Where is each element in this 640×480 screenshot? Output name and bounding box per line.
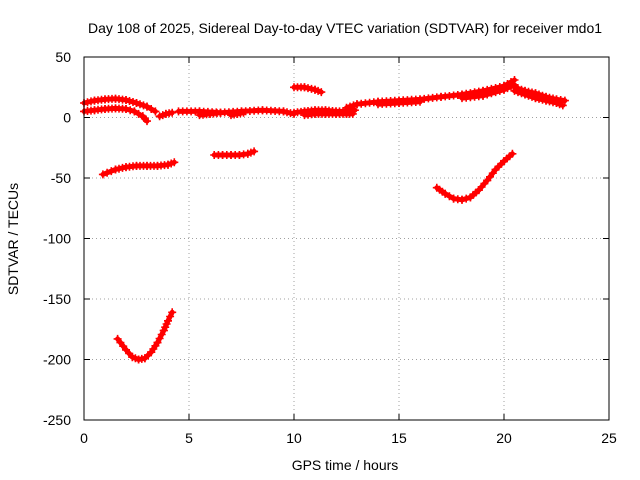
plus-marker xyxy=(168,108,177,117)
markers-arc-1 xyxy=(80,94,160,116)
plus-marker xyxy=(491,88,500,97)
markers-arc-12 xyxy=(458,80,519,103)
x-tick-label: 25 xyxy=(601,430,617,446)
x-tick-labels: 0 5 10 15 20 25 xyxy=(80,430,617,446)
plus-marker xyxy=(129,98,137,106)
markers-arc-16 xyxy=(210,147,259,159)
plus-marker xyxy=(164,316,172,325)
markers-arc-15 xyxy=(98,158,179,179)
plus-marker xyxy=(508,149,517,158)
y-tick-label: -250 xyxy=(43,412,71,428)
plus-marker xyxy=(346,102,354,111)
plus-marker xyxy=(416,97,424,106)
plus-marker xyxy=(524,91,533,100)
markers-arc-5 xyxy=(195,108,225,120)
y-tick-label: -50 xyxy=(51,170,71,186)
plus-marker xyxy=(122,96,130,104)
x-tick-label: 20 xyxy=(496,430,512,446)
markers-arc-9 xyxy=(300,109,357,120)
y-tick-label: 50 xyxy=(55,49,71,65)
plus-marker xyxy=(216,108,225,117)
plus-marker xyxy=(441,189,450,198)
plus-marker xyxy=(139,101,148,110)
y-tick-labels: -250 -200 -150 -100 -50 0 50 xyxy=(43,49,71,428)
x-axis-label: GPS time / hours xyxy=(292,457,399,473)
x-tick-label: 5 xyxy=(185,430,193,446)
data-series xyxy=(80,76,569,364)
plus-marker xyxy=(239,108,248,117)
plus-marker xyxy=(510,86,519,95)
plus-marker xyxy=(98,170,107,179)
plus-marker xyxy=(125,97,134,105)
plus-marker xyxy=(349,101,358,110)
y-tick-label: -100 xyxy=(43,231,71,247)
plus-marker xyxy=(166,312,175,321)
plus-marker xyxy=(560,96,569,105)
markers-arc-7 xyxy=(290,83,326,97)
x-tick-label: 15 xyxy=(391,430,407,446)
plus-marker xyxy=(514,88,522,97)
markers-arc-10 xyxy=(342,76,519,112)
plus-marker xyxy=(462,194,471,203)
x-tick-label: 0 xyxy=(80,430,88,446)
x-tick-label: 10 xyxy=(286,430,302,446)
y-tick-label: -150 xyxy=(43,291,71,307)
plus-marker xyxy=(342,103,351,112)
plus-marker xyxy=(103,168,112,177)
plus-marker xyxy=(122,105,130,113)
chart-title: Day 108 of 2025, Sidereal Day-to-day VTE… xyxy=(88,20,602,36)
plus-marker xyxy=(517,89,526,98)
plus-marker xyxy=(487,89,496,98)
plus-marker xyxy=(132,99,141,107)
markers-arc-18 xyxy=(113,308,177,364)
plus-marker xyxy=(348,109,357,118)
markers-arc-17 xyxy=(432,149,517,204)
markers-arc-2 xyxy=(80,104,151,126)
plus-marker xyxy=(168,308,177,317)
plus-marker xyxy=(147,105,156,113)
y-axis-label: SDTVAR / TECUs xyxy=(5,183,21,295)
series-arc-15 xyxy=(100,159,177,177)
plus-marker xyxy=(143,102,151,111)
plus-marker xyxy=(558,101,567,110)
plus-marker xyxy=(479,91,487,100)
plus-marker xyxy=(130,107,139,116)
plus-marker xyxy=(528,92,536,101)
plus-marker xyxy=(495,86,504,95)
plus-marker xyxy=(483,90,492,99)
plus-marker xyxy=(153,338,162,347)
plus-marker xyxy=(107,167,116,176)
plus-marker xyxy=(136,100,144,109)
plus-marker xyxy=(521,90,529,99)
markers-arc-3 xyxy=(155,108,177,121)
markers-arc-14 xyxy=(510,86,567,110)
axis-ticks xyxy=(83,56,610,421)
markers-arc-6 xyxy=(227,108,248,120)
plus-marker xyxy=(126,106,135,115)
plus-marker xyxy=(134,109,143,118)
y-tick-label: -200 xyxy=(43,352,71,368)
plus-marker xyxy=(535,94,543,103)
plus-marker xyxy=(143,117,151,126)
y-tick-label: 0 xyxy=(63,110,71,126)
plus-marker xyxy=(250,147,259,156)
plus-marker xyxy=(445,192,454,201)
plus-marker xyxy=(500,85,508,94)
plus-marker xyxy=(503,84,512,93)
plus-marker xyxy=(317,88,326,97)
plus-marker xyxy=(151,107,160,116)
plus-marker xyxy=(279,107,288,116)
plus-marker xyxy=(170,158,179,167)
markers-arc-11 xyxy=(374,97,424,109)
plus-marker xyxy=(458,195,466,204)
